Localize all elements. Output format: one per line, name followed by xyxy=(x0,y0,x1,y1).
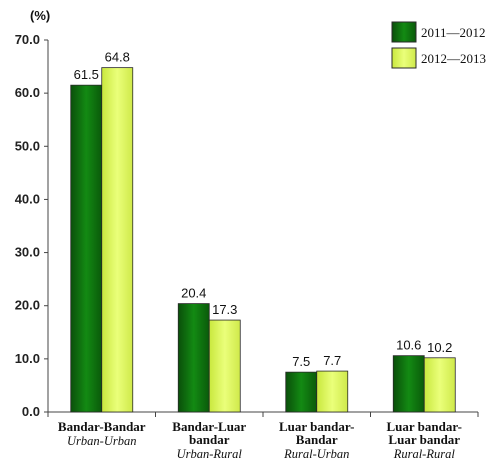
category-translation: Urban-Rural xyxy=(177,447,243,461)
category-label: Luar bandar xyxy=(388,432,460,447)
legend-swatch-2011-2012 xyxy=(391,21,417,43)
category-translation: Rural-Urban xyxy=(283,447,349,461)
bar-2011-2012 xyxy=(285,371,318,413)
x-axis-ticks xyxy=(47,412,479,417)
legend: 2011—2012 2012—2013 xyxy=(391,21,486,69)
bar-2012-2013 xyxy=(101,67,134,413)
y-axis-ticks: 0.0 10.0 20.0 30.0 40.0 50.0 60.0 70.0 xyxy=(15,32,48,419)
category-translation: Rural-Rural xyxy=(393,447,456,461)
data-label: 7.5 xyxy=(292,354,310,369)
data-label: 64.8 xyxy=(105,50,130,65)
category-label: Luar bandar- xyxy=(279,419,355,434)
y-tick-label: 60.0 xyxy=(15,85,40,100)
category-label: Luar bandar- xyxy=(387,419,463,434)
legend-label-2012-2013: 2012—2013 xyxy=(421,51,486,66)
legend-label-2011-2012: 2011—2012 xyxy=(421,25,486,40)
category-translation: Urban-Urban xyxy=(67,434,136,448)
data-label: 20.4 xyxy=(181,286,206,301)
bar-2011-2012 xyxy=(177,303,210,413)
category-label: Bandar xyxy=(296,432,338,447)
data-label: 10.6 xyxy=(396,338,421,353)
data-labels: 61.5 64.8 20.4 17.3 7.5 7.7 10.6 10.2 xyxy=(74,50,453,370)
bars xyxy=(70,67,456,413)
data-label: 7.7 xyxy=(323,353,341,368)
bar-2012-2013 xyxy=(423,357,456,413)
y-tick-label: 30.0 xyxy=(15,245,40,260)
category-label: bandar xyxy=(189,432,230,447)
data-label: 10.2 xyxy=(427,340,452,355)
bar-2012-2013 xyxy=(316,370,349,413)
bar-2011-2012 xyxy=(392,355,425,413)
y-axis-label: (%) xyxy=(30,8,50,23)
y-tick-label: 50.0 xyxy=(15,138,40,153)
y-tick-label: 0.0 xyxy=(22,404,40,419)
y-tick-label: 70.0 xyxy=(15,32,40,47)
bar-2012-2013 xyxy=(208,319,241,413)
category-label: Bandar-Luar xyxy=(172,419,246,434)
legend-swatch-2012-2013 xyxy=(391,47,417,69)
category-label: Bandar-Bandar xyxy=(58,419,146,434)
y-tick-label: 20.0 xyxy=(15,298,40,313)
y-tick-label: 10.0 xyxy=(15,351,40,366)
y-tick-label: 40.0 xyxy=(15,191,40,206)
bar-2011-2012 xyxy=(70,84,103,413)
data-label: 61.5 xyxy=(74,67,99,82)
data-label: 17.3 xyxy=(212,302,237,317)
